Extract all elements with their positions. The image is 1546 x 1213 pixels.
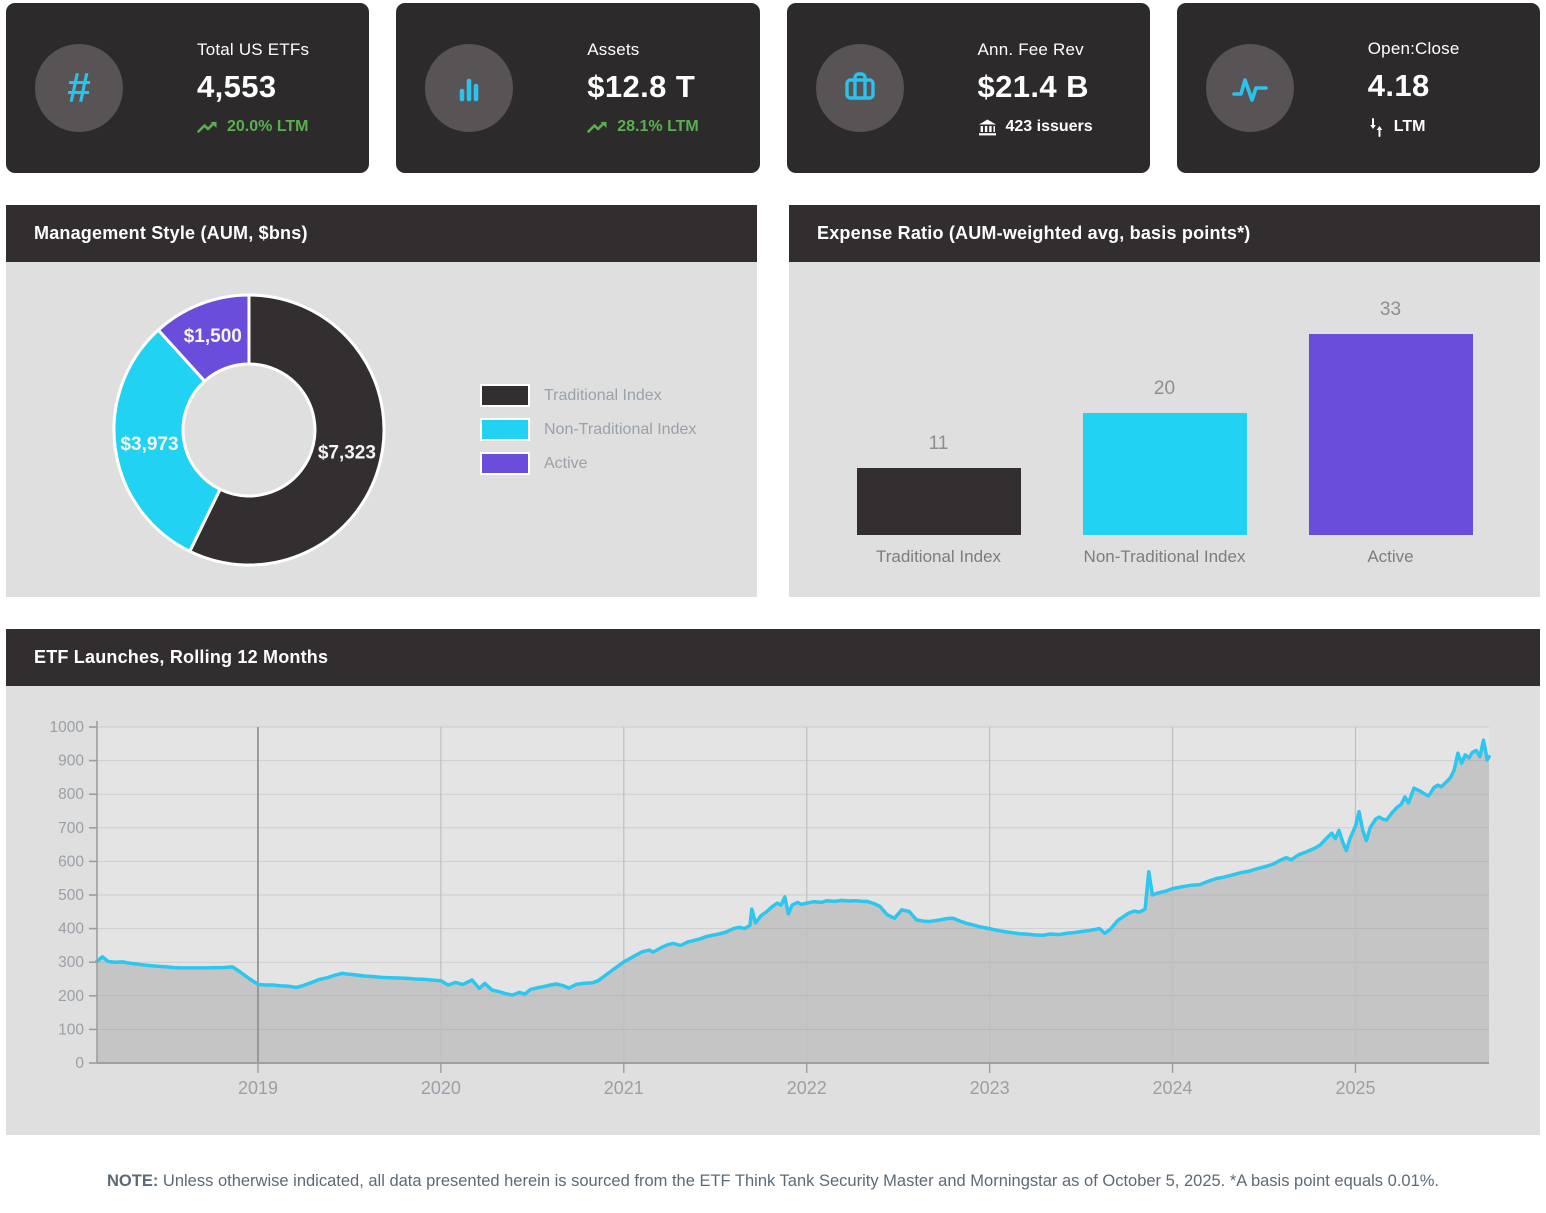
- launches-panel-row: ETF Launches, Rolling 12 Months 0 100 200 3…: [6, 629, 1540, 1135]
- donut-slice-0: [188, 293, 386, 566]
- kpi-title: Ann. Fee Rev: [977, 40, 1084, 59]
- legend-swatch: [480, 452, 530, 475]
- legend-item-1: Non-Traditional Index: [480, 418, 696, 441]
- legend-label: Traditional Index: [544, 386, 662, 404]
- donut-label-0: $7,323: [318, 442, 376, 463]
- y-tick-label: 1000: [50, 719, 85, 736]
- x-tick-label: 2019: [238, 1078, 278, 1098]
- bar-value-label: 33: [1379, 299, 1402, 320]
- x-tick-label: 2021: [604, 1078, 644, 1098]
- management-style-panel: Management Style (AUM, $bns) $7,323 $3,97…: [6, 205, 757, 597]
- panel-title-etf-launches: ETF Launches, Rolling 12 Months: [6, 629, 1540, 686]
- kpi-row: # Total US ETFs 4,553 20.0% LTM Assets $…: [6, 3, 1540, 173]
- arrows-up-down-icon: [1368, 117, 1385, 138]
- bar-rect-2: [1308, 334, 1473, 535]
- kpi-title: Total US ETFs: [197, 40, 310, 59]
- line-chart: 0 100 200 300 400 500 600 700 800 900 1000 2019 2020…: [50, 719, 1491, 1098]
- donut-chart: $7,323 $3,973 $1,500: [112, 293, 386, 566]
- y-tick-label: 300: [58, 954, 84, 971]
- donut-chart-area: $7,323 $3,973 $1,500 Traditional Index Non-…: [6, 262, 757, 597]
- kpi-title: Assets: [587, 40, 640, 59]
- panel-title-expense-ratio: Expense Ratio (AUM-weighted avg, basis p…: [789, 205, 1540, 262]
- donut-slice-2: [156, 293, 251, 383]
- bar-value-label: 20: [1153, 378, 1176, 399]
- bar-category-label: Non-Traditional Index: [1083, 547, 1246, 566]
- y-tick-label: 800: [58, 786, 84, 803]
- bar-category-label: Active: [1367, 547, 1414, 566]
- bar-chart: 11 Traditional Index 20 Non-Traditional Ind…: [789, 262, 1540, 597]
- legend-label: Non-Traditional Index: [544, 420, 697, 438]
- panel-title-management-style: Management Style (AUM, $bns): [6, 205, 757, 262]
- kpi-value: 4,553: [197, 69, 277, 104]
- y-tick-label: 900: [58, 753, 84, 770]
- y-tick-label: 200: [58, 988, 84, 1005]
- bar-value-label: 11: [928, 433, 949, 454]
- legend-item-0: Traditional Index: [480, 384, 696, 407]
- kpi-value: $21.4 B: [977, 69, 1089, 104]
- kpi-value: 4.18: [1367, 67, 1430, 103]
- donut-legend: Traditional Index Non-Traditional Index Ac…: [480, 373, 696, 486]
- legend-item-2: Active: [480, 452, 696, 475]
- kpi-card-ann-fee-rev: Ann. Fee Rev $21.4 B 423 issuers: [786, 3, 1150, 173]
- donut-label-2: $1,500: [184, 326, 242, 347]
- bank-icon: [978, 119, 997, 136]
- hash-icon: #: [35, 44, 123, 132]
- activity-pulse-icon: [1205, 44, 1294, 132]
- x-tick-label: 2022: [787, 1078, 827, 1098]
- x-tick-label: 2020: [421, 1078, 461, 1098]
- bar-rect-0: [856, 468, 1021, 535]
- kpi-sub-label: 28.1% LTM: [617, 118, 699, 135]
- area-fill: [97, 740, 1489, 1063]
- middle-panels: Management Style (AUM, $bns) $7,323 $3,97…: [6, 205, 1540, 597]
- bar-group-1: 20 Non-Traditional Index: [1082, 262, 1247, 597]
- kpi-sub-label: 423 issuers: [1005, 118, 1093, 135]
- kpi-card-open-close: Open:Close 4.18 LTM: [1176, 3, 1540, 173]
- y-tick-label: 0: [75, 1055, 84, 1072]
- y-tick-label: 400: [58, 921, 84, 938]
- footer-note: NOTE: Unless otherwise indicated, all da…: [6, 1172, 1540, 1191]
- legend-swatch: [480, 418, 530, 441]
- y-tick-label: 100: [58, 1021, 84, 1038]
- trend-up-icon: [587, 120, 608, 135]
- kpi-sub-label: 20.0% LTM: [227, 118, 309, 135]
- legend-swatch: [480, 384, 530, 407]
- legend-label: Active: [544, 454, 588, 472]
- kpi-sub: 20.0% LTM: [197, 118, 309, 136]
- bar-rect-1: [1082, 413, 1247, 535]
- x-tick-label: 2025: [1335, 1078, 1375, 1098]
- y-tick-label: 700: [58, 820, 84, 837]
- note-label: NOTE:: [107, 1172, 159, 1190]
- kpi-title: Open:Close: [1367, 38, 1460, 58]
- donut-slice-1: [112, 327, 222, 553]
- kpi-card-assets: Assets $12.8 T 28.1% LTM: [396, 3, 760, 173]
- donut-label-1: $3,973: [120, 434, 178, 455]
- note-text: Unless otherwise indicated, all data pre…: [158, 1172, 1439, 1190]
- kpi-value: $12.8 T: [587, 69, 696, 104]
- etf-launches-panel: ETF Launches, Rolling 12 Months 0 100 200 3…: [6, 629, 1540, 1135]
- y-tick-label: 500: [58, 887, 84, 904]
- briefcase-icon: [815, 44, 904, 132]
- kpi-sub: 423 issuers: [978, 118, 1093, 136]
- kpi-sub: LTM: [1368, 117, 1460, 138]
- y-tick-label: 600: [58, 853, 84, 870]
- kpi-sub-label: LTM: [1393, 118, 1426, 135]
- x-tick-label: 2024: [1153, 1078, 1193, 1098]
- expense-ratio-panel: Expense Ratio (AUM-weighted avg, basis p…: [789, 205, 1540, 597]
- kpi-card-total-us-etfs: # Total US ETFs 4,553 20.0% LTM: [6, 3, 370, 173]
- bar-chart-icon: [425, 44, 514, 132]
- x-tick-label: 2023: [970, 1078, 1010, 1098]
- kpi-sub: 28.1% LTM: [587, 118, 699, 136]
- launches-line: [95, 738, 1491, 997]
- bar-category-label: Traditional Index: [875, 547, 1002, 566]
- bar-group-2: 33 Active: [1308, 262, 1473, 597]
- bar-group-0: 11 Traditional Index: [856, 262, 1021, 597]
- trend-up-icon: [197, 120, 218, 135]
